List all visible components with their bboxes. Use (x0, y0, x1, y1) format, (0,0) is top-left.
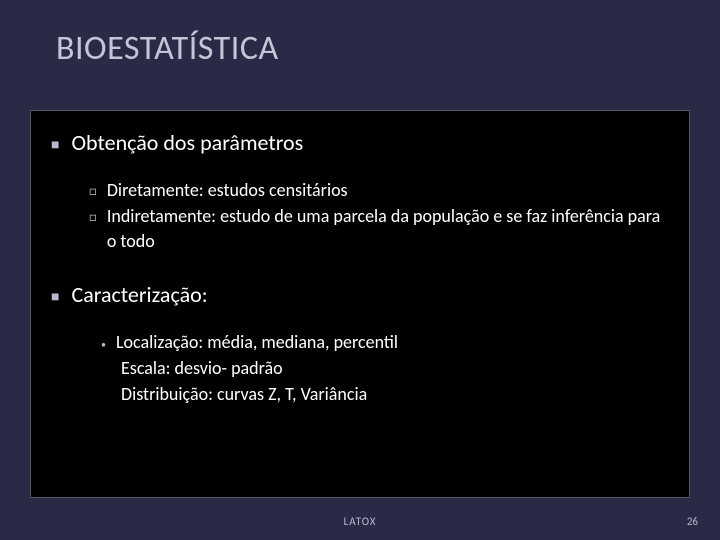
page-number: 26 (687, 515, 698, 528)
bullet-text: Caracterização: (71, 281, 207, 308)
hollow-square-icon: □ (89, 209, 97, 227)
bullet-caracterizacao: ■ Caracterização: (51, 281, 669, 308)
hollow-square-icon: □ (89, 183, 97, 201)
bullet-distribuicao: Distribuição: curvas Z, T, Variância (101, 382, 669, 406)
bullet-indiretamente: □ Indiretamente: estudo de uma parcela d… (89, 204, 669, 253)
bullet-text: Localização: média, mediana, percentil (116, 330, 398, 354)
slide: BIOESTATÍSTICA ■ Obtenção dos parâmetros… (0, 0, 720, 540)
square-bullet-icon: ■ (51, 288, 59, 305)
footer-label: LATOX (0, 515, 720, 528)
bullet-text: Indiretamente: estudo de uma parcela da … (107, 204, 669, 253)
content-box: ■ Obtenção dos parâmetros □ Diretamente:… (30, 110, 690, 498)
bullet-text: Escala: desvio- padrão (121, 356, 283, 380)
bullet-text: Obtenção dos parâmetros (71, 129, 303, 156)
bullet-text: Distribuição: curvas Z, T, Variância (121, 382, 367, 406)
bullet-localizacao: • Localização: média, mediana, percentil (101, 330, 669, 354)
bullet-obtencao: ■ Obtenção dos parâmetros (51, 129, 669, 156)
bullet-text: Diretamente: estudos censitários (107, 178, 348, 202)
slide-title: BIOESTATÍSTICA (0, 0, 720, 69)
bullet-diretamente: □ Diretamente: estudos censitários (89, 178, 669, 202)
sublist-caracterizacao: • Localização: média, mediana, percentil… (101, 330, 669, 407)
bullet-escala: Escala: desvio- padrão (101, 356, 669, 380)
dot-bullet-icon: • (101, 338, 106, 352)
square-bullet-icon: ■ (51, 136, 59, 153)
sublist-obtencao: □ Diretamente: estudos censitários □ Ind… (89, 178, 669, 253)
